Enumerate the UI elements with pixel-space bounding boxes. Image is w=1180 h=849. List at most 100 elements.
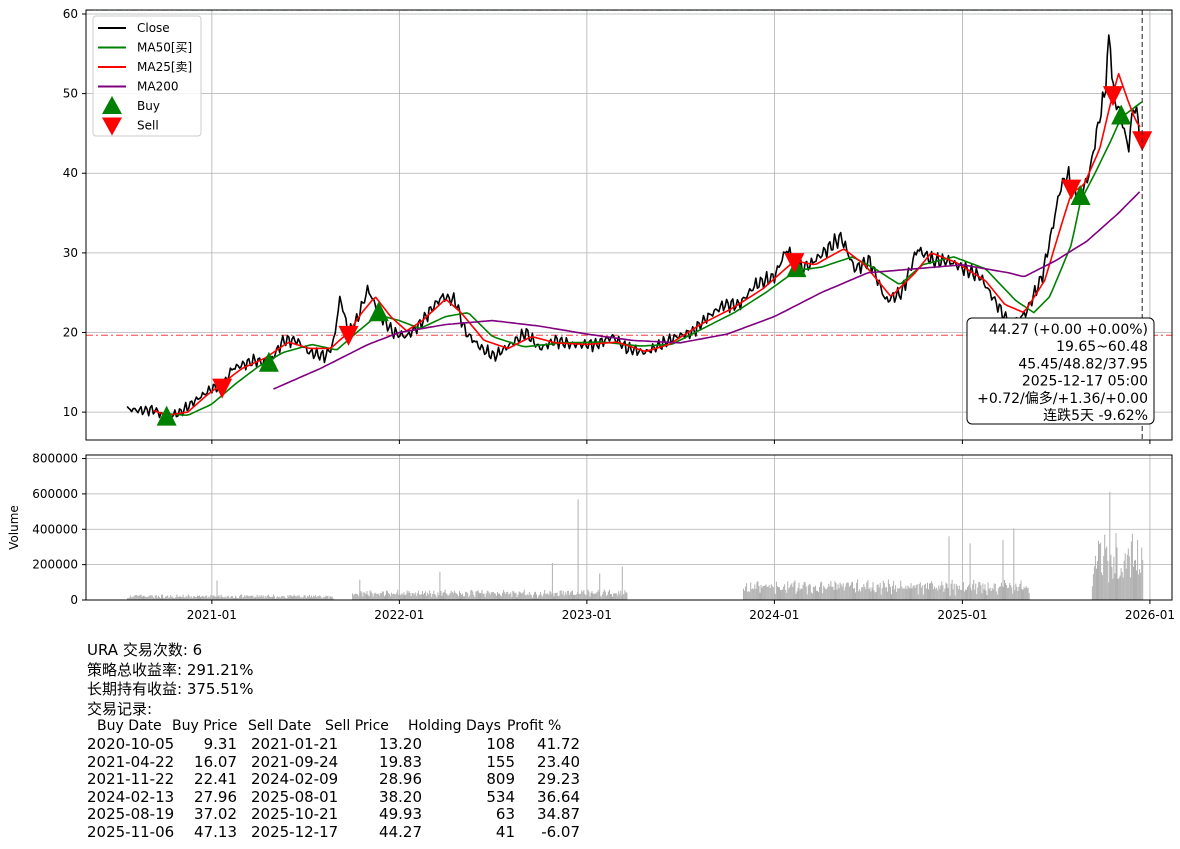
volume-bar-443 — [600, 596, 602, 600]
volume-bar-705 — [985, 590, 987, 600]
volume-bar-580 — [857, 579, 859, 600]
volume-bar-130 — [260, 595, 262, 600]
volume-bar-551 — [827, 587, 829, 600]
volume-bar-15 — [142, 595, 144, 600]
volume-bar-637 — [915, 585, 917, 600]
volume-bar-248 — [400, 595, 402, 600]
volume-bar-483 — [757, 580, 759, 600]
volume-bar-62 — [190, 596, 192, 600]
volume-bar-775 — [1119, 575, 1121, 600]
volume-bar-106 — [236, 597, 237, 600]
volume-bar-215 — [366, 591, 368, 600]
volume-bar-619 — [897, 588, 899, 600]
volume-bar-766 — [1110, 554, 1112, 600]
volume-bar-304 — [457, 596, 459, 600]
volume-bar-452 — [610, 594, 611, 600]
volume-bar-759 — [1103, 556, 1105, 600]
volume-bar-12 — [139, 595, 141, 600]
volume-bar-626 — [904, 588, 906, 600]
sell-marker-1 — [338, 325, 359, 346]
volume-bar-453 — [611, 594, 612, 600]
volume-bar-651 — [930, 583, 931, 600]
table-cell: 9.31 — [203, 735, 237, 753]
table-cell: 34.87 — [537, 805, 580, 823]
volume-bar-245 — [397, 589, 399, 600]
volume-bar-274 — [427, 592, 429, 600]
volume-bar-273 — [426, 595, 428, 600]
volume-bar-475 — [749, 592, 751, 600]
volume-bar-458 — [616, 593, 618, 600]
volume-bar-417 — [574, 594, 575, 600]
volume-bar-73 — [202, 595, 204, 600]
volume-bar-167 — [298, 595, 300, 600]
volume-bar-169 — [300, 597, 302, 600]
table-cell: 2025-12-17 — [251, 822, 339, 841]
volume-bar-460 — [618, 591, 620, 600]
volume-bar-51 — [179, 595, 181, 600]
sell-marker-2 — [784, 253, 805, 274]
volume-bar-712 — [992, 589, 994, 600]
volume-bar-201 — [352, 593, 354, 600]
volume-bar-285 — [438, 595, 440, 600]
volume-bar-503 — [778, 587, 779, 600]
volume-bar-720 — [1000, 582, 1002, 600]
table-cell: 2025-10-21 — [251, 805, 339, 823]
table-cell: 2024-02-09 — [251, 770, 339, 788]
volume-bar-24 — [151, 595, 153, 600]
volume-bar-166 — [297, 595, 299, 600]
volume-bar-540 — [816, 590, 817, 600]
volume-bar-703 — [983, 589, 985, 600]
volume-bar-156 — [287, 595, 289, 600]
legend-label-5: Sell — [137, 119, 159, 133]
volume-bar-25 — [152, 597, 154, 600]
volume-bar-415 — [572, 590, 573, 600]
volume-bar-386 — [542, 596, 544, 600]
volume-bar-510 — [785, 589, 787, 600]
volume-bar-444 — [601, 594, 603, 600]
info-box: 44.27 (+0.00 +0.00%)19.65~60.4845.45/48.… — [966, 317, 1155, 425]
volume-bar-422 — [579, 593, 581, 600]
volume-bar-302 — [455, 593, 457, 600]
volume-bar-552 — [828, 583, 830, 600]
volume-bar-467 — [625, 592, 627, 600]
volume-bar-295 — [448, 594, 450, 600]
volume-bar-206 — [357, 594, 359, 600]
table-header-4: Holding Days — [408, 718, 501, 734]
volume-bar-136 — [266, 595, 268, 600]
volume-bar-309 — [463, 596, 465, 600]
volume-bar-726 — [1007, 588, 1009, 600]
table-cell: 2024-02-13 — [87, 787, 175, 806]
volume-bar-255 — [407, 592, 409, 600]
volume-bar-716 — [996, 594, 998, 600]
volume-bar-644 — [922, 594, 924, 600]
volume-bar-534 — [809, 584, 811, 600]
volume-bar-405 — [561, 594, 563, 600]
volume-bar-199 — [331, 596, 333, 600]
volume-bar-476 — [750, 582, 752, 600]
volume-bar-276 — [429, 590, 431, 600]
volume-bar-612 — [890, 587, 891, 600]
volume-bar-20 — [147, 596, 149, 600]
volume-bar-82 — [211, 597, 213, 600]
legend-frame — [92, 15, 202, 137]
volume-bar-283 — [436, 597, 438, 600]
table-cell: 13.20 — [379, 735, 422, 753]
volume-bar-184 — [316, 597, 318, 600]
volume-spike-3 — [551, 562, 553, 600]
volume-bar-168 — [299, 597, 301, 600]
volume-bar-479 — [753, 589, 755, 600]
volume-bar-45 — [173, 597, 175, 600]
volume-bar-474 — [748, 591, 750, 600]
volume-bar-426 — [583, 590, 585, 600]
volume-bar-734 — [1015, 583, 1017, 600]
volume-bar-541 — [817, 590, 818, 600]
table-cell: 23.40 — [537, 752, 580, 771]
volume-bar-362 — [517, 594, 519, 600]
volume-bar-793 — [1138, 574, 1140, 600]
table-cell: 534 — [486, 787, 515, 806]
volume-bar-131 — [261, 596, 263, 600]
volume-bar-300 — [453, 590, 455, 600]
volume-bar-356 — [511, 596, 513, 600]
volume-bar-696 — [976, 594, 978, 600]
table-cell: 2025-11-06 — [87, 822, 175, 841]
